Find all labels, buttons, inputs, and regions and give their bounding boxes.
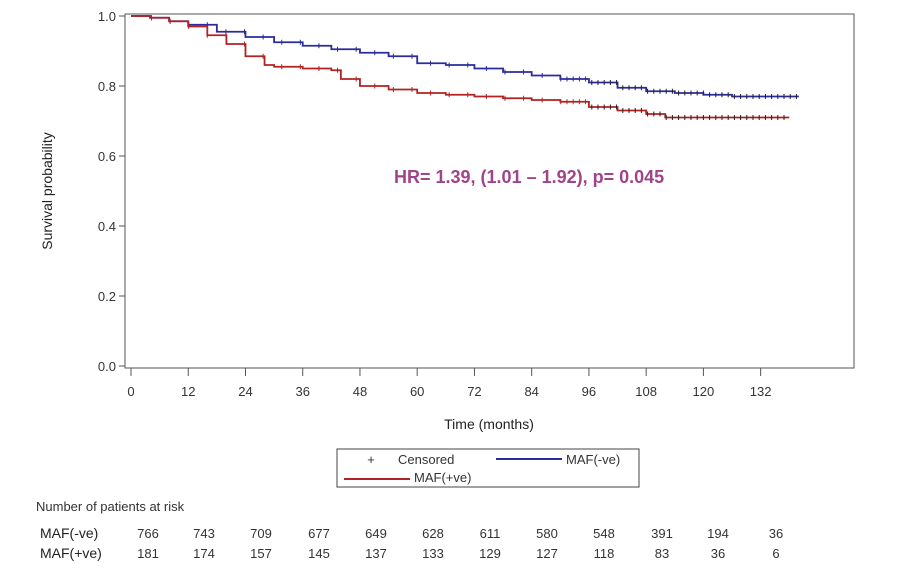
risk-cell: 36: [769, 526, 783, 541]
risk-cell: 709: [250, 526, 272, 541]
risk-cell: 194: [707, 526, 729, 541]
risk-cell: 137: [365, 546, 387, 561]
y-tick-label-3: 0.6: [98, 149, 116, 164]
risk-cell: 129: [479, 546, 501, 561]
y-tick-label-0: 0.0: [98, 359, 116, 374]
risk-cell: 548: [593, 526, 615, 541]
legend-series-1-label: MAF(-ve): [566, 452, 620, 467]
y-axis: 0.0 0.2 0.4 0.6 0.8 1.0: [98, 9, 125, 374]
risk-cell: 157: [250, 546, 272, 561]
y-tick-label-5: 1.0: [98, 9, 116, 24]
risk-cell: 36: [711, 546, 725, 561]
legend-box: [336, 448, 640, 488]
risk-cell: 628: [422, 526, 444, 541]
x-tick-label-1: 12: [181, 384, 195, 399]
x-tick-label-11: 132: [750, 384, 772, 399]
series-group: [131, 15, 799, 120]
risk-cell: 133: [422, 546, 444, 561]
risk-cell: 611: [480, 526, 501, 541]
risk-cell: 677: [308, 526, 330, 541]
risk-cell: 580: [536, 526, 558, 541]
risk-cell: 127: [536, 546, 558, 561]
x-tick-label-8: 96: [582, 384, 596, 399]
series-line-1: [131, 15, 799, 98]
x-axis-title: Time (months): [444, 416, 534, 432]
risk-cell: 174: [193, 546, 215, 561]
risk-cell: 743: [193, 526, 215, 541]
x-tick-label-9: 108: [635, 384, 657, 399]
y-tick-label-2: 0.4: [98, 219, 116, 234]
y-tick-label-4: 0.8: [98, 79, 116, 94]
y-axis-title: Survival probability: [39, 132, 55, 250]
y-tick-label-1: 0.2: [98, 289, 116, 304]
risk-row-label-1: MAF(-ve): [40, 525, 98, 541]
risk-cell: 391: [651, 526, 673, 541]
risk-cell: 83: [655, 546, 669, 561]
legend-censored-symbol: +: [367, 452, 375, 467]
risk-cell: 145: [308, 546, 330, 561]
x-tick-label-0: 0: [127, 384, 134, 399]
x-tick-label-2: 24: [238, 384, 252, 399]
risk-cell: 649: [365, 526, 387, 541]
censor-marks-series-2: [151, 15, 785, 120]
x-tick-label-5: 60: [410, 384, 424, 399]
risk-cell: 766: [137, 526, 159, 541]
legend-censored-label: Censored: [398, 452, 454, 467]
x-axis: 0 12 24 36 48 60 72 84 96 108 120 132: [127, 368, 771, 399]
x-tick-label-6: 72: [467, 384, 481, 399]
legend: + Censored MAF(-ve) MAF(+ve): [336, 448, 640, 488]
legend-series-2-label: MAF(+ve): [414, 470, 471, 485]
risk-table: MAF(-ve) 766 743 709 677 649 628 611 580 548 391 19…: [40, 525, 783, 561]
hazard-ratio-annotation: HR= 1.39, (1.01 – 1.92), p= 0.045: [394, 167, 664, 187]
x-tick-label-7: 84: [524, 384, 538, 399]
risk-row-label-2: MAF(+ve): [40, 545, 102, 561]
risk-table-title: Number of patients at risk: [36, 499, 185, 514]
risk-cell: 118: [594, 546, 615, 561]
x-tick-label-3: 36: [295, 384, 309, 399]
x-tick-label-4: 48: [353, 384, 367, 399]
x-tick-label-10: 120: [693, 384, 715, 399]
risk-cell: 181: [137, 546, 159, 561]
risk-cell: 6: [772, 546, 779, 561]
plot-frame: [124, 13, 855, 369]
